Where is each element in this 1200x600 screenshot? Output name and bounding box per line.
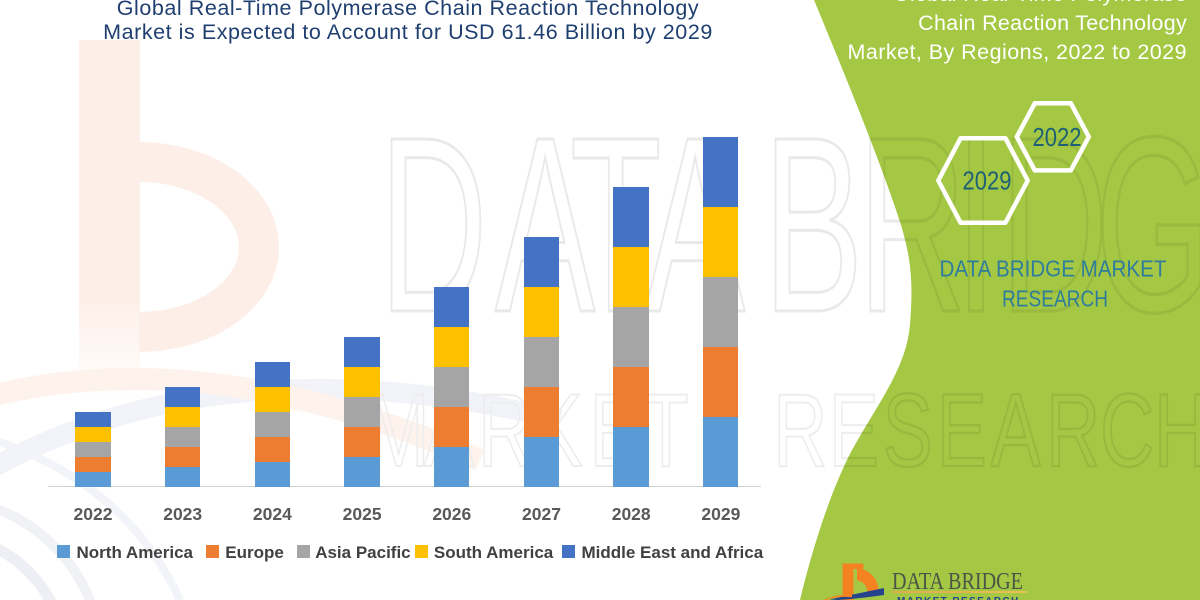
svg-text:RESEARCH: RESEARCH (1002, 286, 1108, 312)
svg-text:DATA BRIDGE: DATA BRIDGE (892, 569, 1023, 595)
svg-text:DATA BRIDGE MARKET: DATA BRIDGE MARKET (940, 256, 1167, 282)
svg-text:2022: 2022 (1033, 122, 1082, 152)
svg-text:2029: 2029 (963, 166, 1012, 196)
